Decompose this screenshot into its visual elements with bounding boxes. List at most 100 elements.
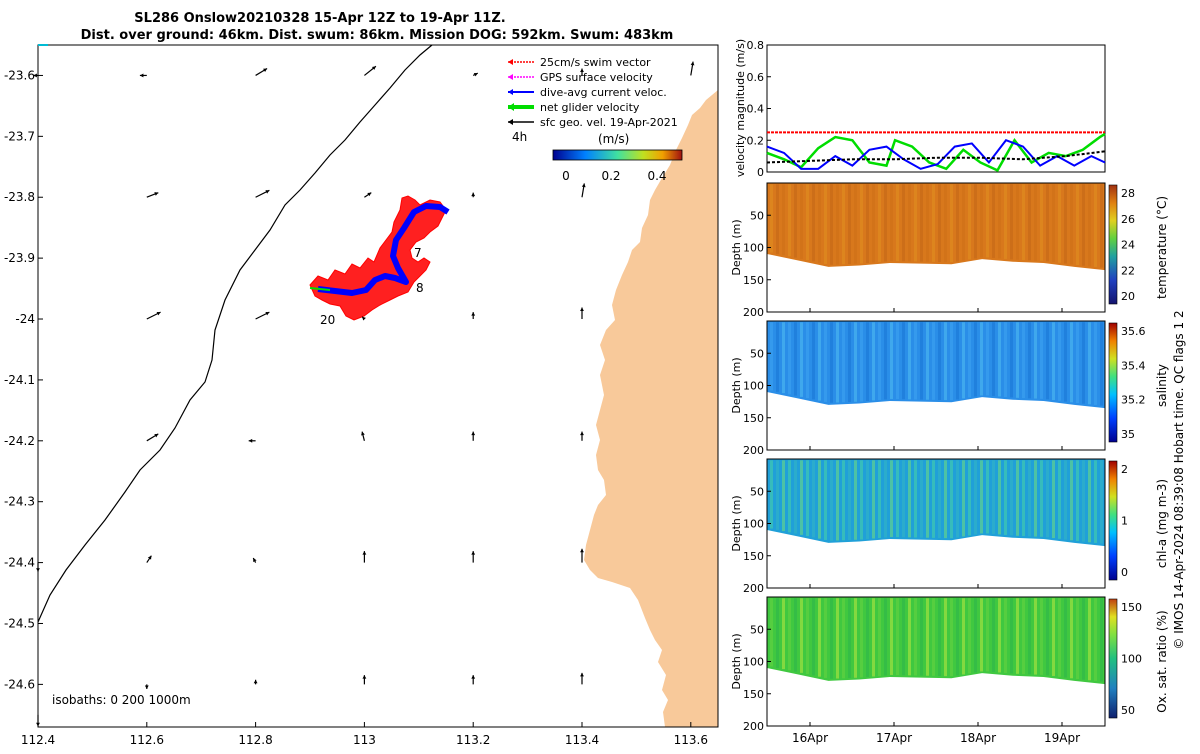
section-cast-streak <box>932 322 935 400</box>
section-cast-streak <box>1046 460 1049 538</box>
section-cast-streak <box>794 460 797 534</box>
section-cast-streak <box>1004 184 1007 259</box>
section-cast-streak <box>1082 598 1085 680</box>
land-area <box>584 45 718 727</box>
geo-velocity-vectors <box>33 61 695 727</box>
section-cast-streak <box>1046 184 1049 262</box>
section-colorbar-tick: 35 <box>1121 428 1135 441</box>
section-cast-streak <box>818 322 821 401</box>
map-ytick-label: -24.6 <box>4 677 35 691</box>
section-cast-streak <box>1070 184 1073 265</box>
geo-vector-arrow <box>255 68 268 76</box>
section-cast-streak <box>1004 598 1007 673</box>
time-axis: 16Apr 17Apr 18Apr 19Apr <box>792 731 1080 745</box>
section-cast-streak <box>992 184 995 258</box>
section-cast-streak <box>962 322 965 399</box>
section-cast-streak <box>878 184 881 262</box>
section-cast-streak <box>818 460 821 539</box>
section-cast-streak <box>1022 322 1025 399</box>
section-cast-streak <box>926 460 929 538</box>
section-cast-streak <box>812 460 815 538</box>
section-cast-streak <box>974 184 977 259</box>
net-velocity-track <box>309 287 331 291</box>
section-cast-streak <box>836 460 839 541</box>
section-cast-streak <box>962 460 965 537</box>
map-ytick-label: -24.1 <box>4 373 35 387</box>
section-cast-streak <box>806 322 809 399</box>
section-cast-streak <box>842 184 845 265</box>
section-cast-streak <box>872 322 875 401</box>
section-cast-streak <box>1034 598 1037 675</box>
section-colorbar-tick: 35.2 <box>1121 394 1146 407</box>
section-cast-streak <box>776 322 779 392</box>
section-cast-streak <box>992 598 995 672</box>
section-cast-streak <box>950 598 953 677</box>
geo-vector-arrow <box>471 431 476 441</box>
section-cast-streak <box>968 184 971 260</box>
section-cast-streak <box>932 460 935 538</box>
section-cast-streak <box>1064 322 1067 402</box>
section-cast-streak <box>1040 460 1043 537</box>
geo-vector-arrow <box>471 192 476 198</box>
section-ytick-label: 50 <box>750 209 764 222</box>
section-cast-streak <box>1088 460 1091 543</box>
section-ytick-label: 150 <box>743 550 764 563</box>
section-cast-streak <box>1016 460 1019 536</box>
section-cast-streak <box>1064 184 1067 264</box>
geo-vector-arrow <box>581 183 586 198</box>
section-cast-streak <box>1004 322 1007 397</box>
geo-vector-arrow <box>362 551 367 563</box>
section-cast-streak <box>908 598 911 676</box>
section-cast-streak <box>914 184 917 262</box>
section-colorbar-tick: 1 <box>1121 515 1128 528</box>
section-cast-streak <box>770 322 773 391</box>
legend-label-swim: 25cm/s swim vector <box>540 56 651 69</box>
section-cast-streak <box>812 598 815 676</box>
speed-colorbar <box>552 149 683 161</box>
legend-item-gps: GPS surface velocity <box>508 71 653 84</box>
legend-item-net: net glider velocity <box>508 101 640 114</box>
section-cast-streak <box>884 322 887 400</box>
geo-vector-arrow <box>471 312 476 320</box>
section-cast-streak <box>1088 184 1091 267</box>
section-cast-streak <box>920 184 923 262</box>
section-cast-streak <box>1034 184 1037 261</box>
section-cast-streak <box>968 460 971 536</box>
section-cast-streak <box>926 184 929 262</box>
section-cast-streak <box>890 598 893 675</box>
section-cast-streak <box>872 184 875 263</box>
section-cast-streak <box>800 184 803 259</box>
isobaths-label: isobaths: 0 200 1000m <box>52 693 191 707</box>
section-cast-streak <box>1100 322 1103 406</box>
section-cast-streak <box>998 184 1001 259</box>
section-cast-streak <box>866 460 869 539</box>
section-cast-streak <box>1082 460 1085 542</box>
section-cast-streak <box>998 460 1001 535</box>
section-cast-streak <box>932 184 935 262</box>
section-cast-streak <box>812 322 815 400</box>
isobath-line <box>37 44 433 623</box>
section-cast-streak <box>818 598 821 677</box>
legend-item-dive-avg: dive-avg current veloc. <box>508 86 667 99</box>
section-cast-streak <box>854 322 857 402</box>
map-xtick-label: 113.6 <box>674 733 708 747</box>
section-colorbar <box>1108 598 1118 719</box>
section-cast-streak <box>902 322 905 400</box>
section-cast-streak <box>854 598 857 678</box>
section-cast-streak <box>1010 598 1013 674</box>
section-colorbar-label: chl-a (mg m-3) <box>1155 479 1169 568</box>
section-cast-streak <box>854 184 857 264</box>
section-cast-streak <box>830 184 833 265</box>
legend-label-geo: sfc geo. vel. 19-Apr-2021 <box>540 116 678 129</box>
section-cast-streak <box>1028 460 1031 537</box>
map-ytick-label: -23.8 <box>4 190 35 204</box>
section-cast-streak <box>944 322 947 401</box>
geo-vector-arrow <box>253 679 258 685</box>
section-panel-sal: 50 100 150 200 Depth (m) 35.6 35.4 35.2 35 salini… <box>730 320 1169 457</box>
chart-title-line2: Dist. over ground: 46km. Dist. swum: 86k… <box>81 28 674 43</box>
section-cast-streak <box>788 184 791 257</box>
section-cast-streak <box>770 598 773 667</box>
map-ytick-label: -23.6 <box>4 68 35 82</box>
section-cast-streak <box>830 322 833 403</box>
section-colorbar <box>1108 184 1118 305</box>
